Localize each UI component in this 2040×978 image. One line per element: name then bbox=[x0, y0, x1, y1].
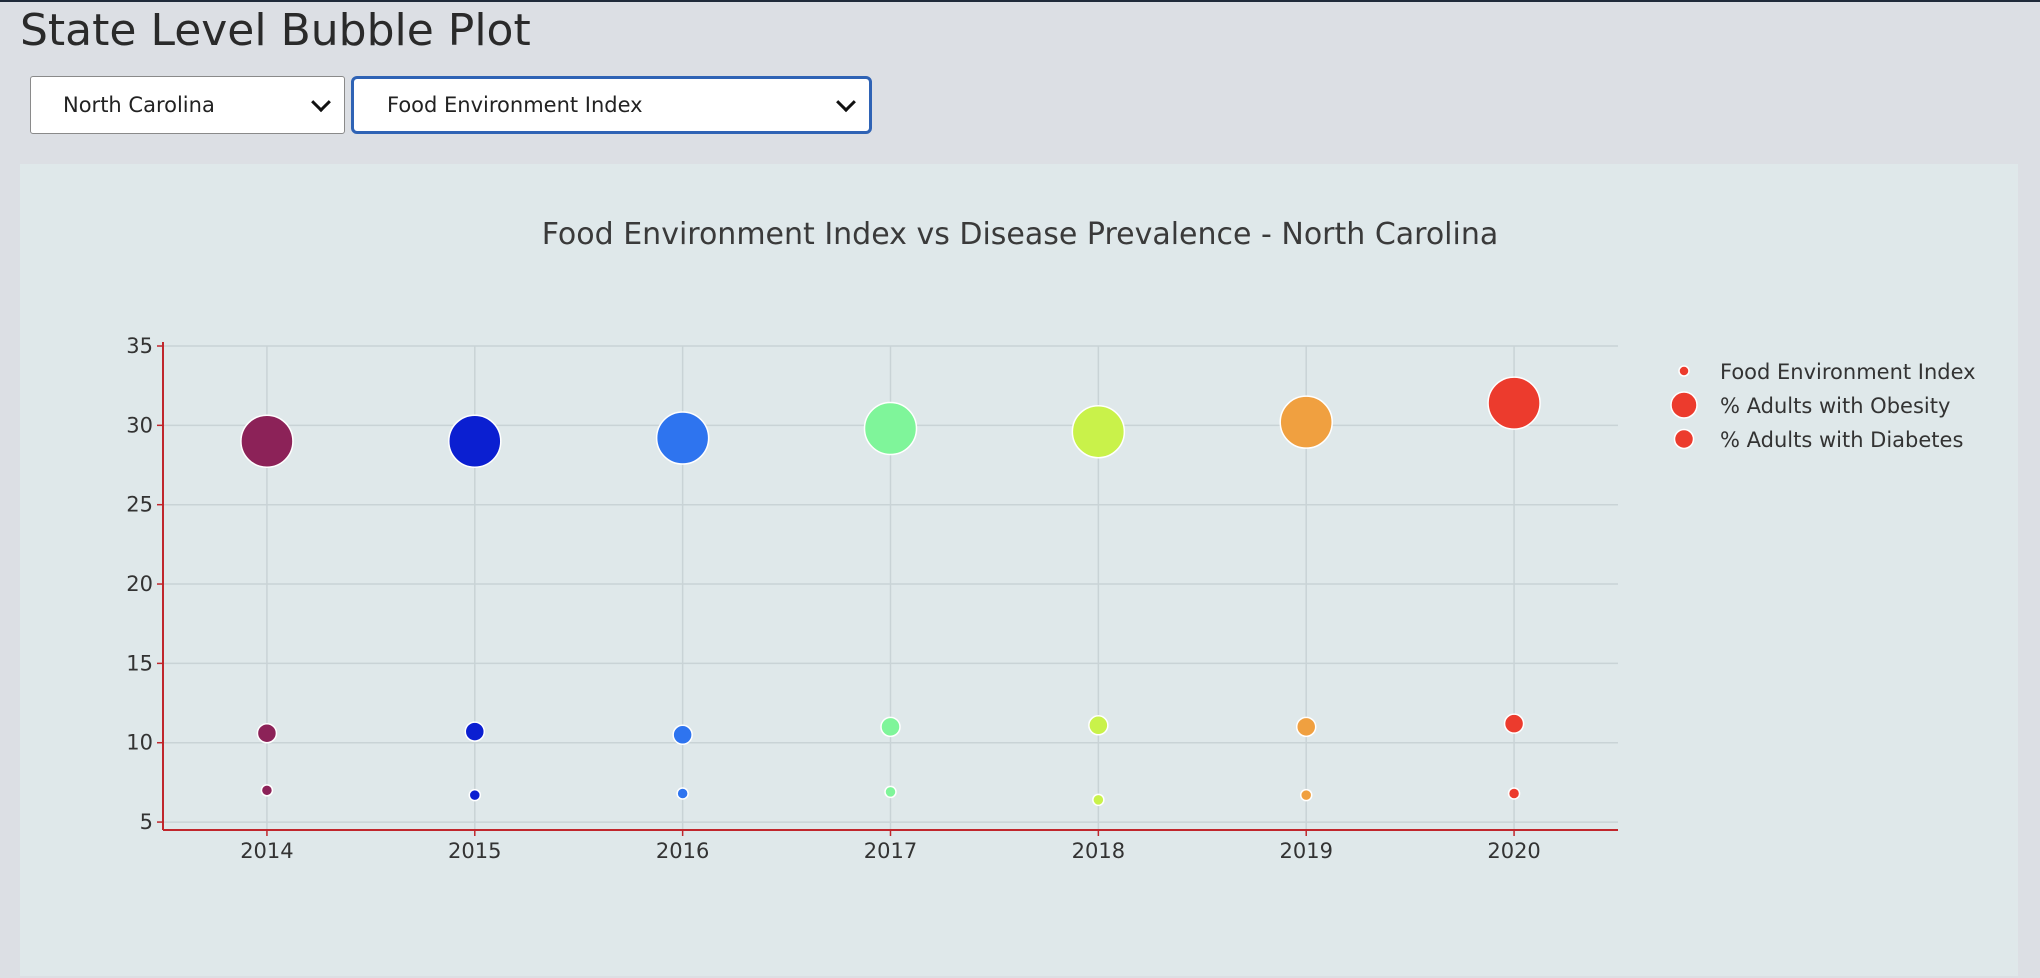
y-tick-label: 20 bbox=[126, 572, 153, 596]
bubble-food-environment-index bbox=[884, 785, 897, 799]
chart-title: Food Environment Index vs Disease Preval… bbox=[542, 217, 1499, 252]
y-tick-label: 5 bbox=[140, 810, 153, 834]
axes: 5 10 15 20 25 30 35 2014 2015 2016 2017 2018 2019 202… bbox=[126, 334, 1618, 863]
page-title: State Level Bubble Plot bbox=[20, 5, 531, 56]
y-tick-label: 10 bbox=[126, 731, 153, 755]
legend[interactable]: Food Environment Index % Adults with Obes… bbox=[1670, 360, 1976, 452]
bubble-adults-with-diabetes bbox=[1503, 713, 1525, 734]
bubble-chart: Food Environment Index vs Disease Preval… bbox=[126, 217, 1976, 863]
x-tick-label: 2019 bbox=[1279, 839, 1332, 863]
bubble-adults-with-obesity bbox=[448, 414, 502, 468]
legend-marker bbox=[1670, 391, 1698, 419]
bubble-adults-with-obesity bbox=[1071, 404, 1126, 459]
bubble-adults-with-diabetes bbox=[880, 716, 901, 738]
x-tick-label: 2015 bbox=[448, 839, 501, 863]
bubble-adults-with-obesity bbox=[240, 414, 294, 468]
metric-select-value: Food Environment Index bbox=[387, 93, 643, 117]
legend-label: Food Environment Index bbox=[1720, 360, 1976, 384]
x-tick-label: 2014 bbox=[240, 839, 293, 863]
state-select[interactable]: North Carolina bbox=[30, 76, 345, 134]
bubble-food-environment-index bbox=[468, 788, 482, 802]
bubble-adults-with-obesity bbox=[655, 411, 710, 465]
bubble-adults-with-diabetes bbox=[1295, 716, 1317, 738]
metric-select[interactable]: Food Environment Index bbox=[351, 76, 872, 134]
x-tick-label: 2018 bbox=[1072, 839, 1125, 863]
bubble-food-environment-index bbox=[1299, 788, 1313, 802]
x-tick-label: 2017 bbox=[864, 839, 917, 863]
bubble-food-environment-index bbox=[1092, 793, 1105, 807]
y-tick-label: 30 bbox=[126, 413, 153, 437]
data-marks bbox=[240, 376, 1541, 807]
bubble-food-environment-index bbox=[676, 787, 689, 800]
bubble-adults-with-diabetes bbox=[1088, 715, 1109, 736]
bubble-adults-with-diabetes bbox=[256, 722, 278, 744]
legend-label: % Adults with Diabetes bbox=[1720, 428, 1963, 452]
state-select-value: North Carolina bbox=[63, 93, 215, 117]
bubble-adults-with-obesity bbox=[863, 401, 918, 456]
chevron-down-icon bbox=[836, 92, 856, 113]
chart-panel: Food Environment Index vs Disease Preval… bbox=[20, 164, 2018, 976]
y-tick-label: 35 bbox=[126, 334, 153, 358]
x-tick-label: 2016 bbox=[656, 839, 709, 863]
legend-label: % Adults with Obesity bbox=[1720, 394, 1950, 418]
bubble-food-environment-index bbox=[260, 784, 274, 797]
bubble-adults-with-diabetes bbox=[672, 724, 693, 746]
y-tick-label: 15 bbox=[126, 651, 153, 675]
legend-marker bbox=[1673, 428, 1695, 450]
bubble-adults-with-obesity bbox=[1487, 376, 1541, 430]
legend-marker bbox=[1678, 365, 1690, 377]
y-tick-label: 25 bbox=[126, 493, 153, 517]
bubble-food-environment-index bbox=[1507, 787, 1521, 800]
bubble-adults-with-diabetes bbox=[464, 721, 486, 742]
chevron-down-icon bbox=[311, 92, 331, 113]
x-tick-label: 2020 bbox=[1487, 839, 1540, 863]
bubble-adults-with-obesity bbox=[1279, 395, 1333, 449]
